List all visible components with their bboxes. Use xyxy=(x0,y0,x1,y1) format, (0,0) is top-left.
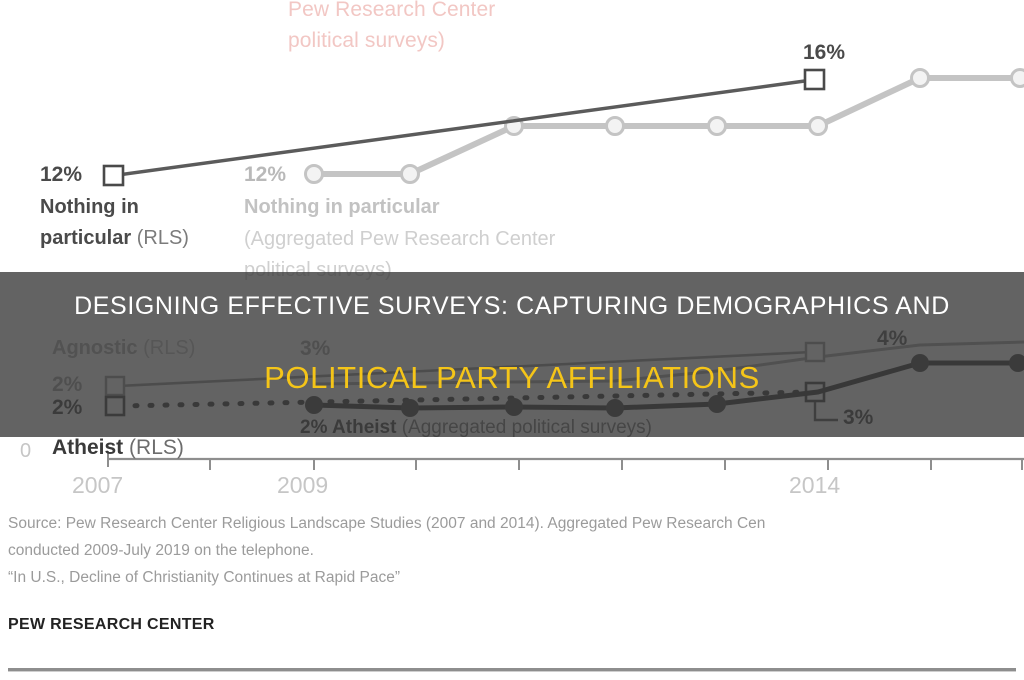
source-line-1: Source: Pew Research Center Religious La… xyxy=(8,515,766,532)
pink-note-line1: Pew Research Center xyxy=(288,0,496,21)
value-label-16pct: 16% xyxy=(803,41,846,64)
pew-research-center-wordmark: PEW RESEARCH CENTER xyxy=(8,616,215,633)
series-label-nip-rls-line2: particular (RLS) xyxy=(40,227,189,249)
title-overlay-band xyxy=(0,272,1024,437)
value-label-nip-rls: 12% xyxy=(40,163,83,186)
pink-note-line2: political surveys) xyxy=(288,29,446,52)
overlay-title-line2: POLITICAL PARTY AFFILIATIONS xyxy=(264,360,760,395)
series-label-nip-agg-sub1: (Aggregated Pew Research Center xyxy=(244,228,556,250)
value-label-nip-agg: 12% xyxy=(244,163,287,186)
axis-zero-label: 0 xyxy=(20,440,32,462)
series-nothing-in-particular-rls xyxy=(102,68,826,187)
axis-year-2014: 2014 xyxy=(789,472,841,498)
source-line-2: conducted 2009-July 2019 on the telephon… xyxy=(8,542,314,560)
series-label-nip-rls-line1: Nothing in xyxy=(40,196,139,218)
series-label-atheist-suffix: (RLS) xyxy=(129,436,184,459)
axis-year-2007: 2007 xyxy=(72,472,124,498)
source-note: Source: Pew Research Center Religious La… xyxy=(8,512,1024,593)
series-label-atheist-rls: Atheist (RLS) xyxy=(52,436,184,460)
x-axis xyxy=(107,451,1024,470)
axis-year-2009: 2009 xyxy=(277,472,329,498)
footer-divider xyxy=(8,668,1016,672)
series-label-atheist-word: Atheist xyxy=(52,436,124,459)
series-nothing-in-particular-aggregated xyxy=(304,68,1024,184)
overlay-title-line1: DESIGNING EFFECTIVE SURVEYS: CAPTURING D… xyxy=(74,292,950,320)
source-line-3: “In U.S., Decline of Christianity Contin… xyxy=(8,569,400,587)
series-label-nip-rls-word: particular xyxy=(40,227,132,249)
series-label-nip-rls-suffix: (RLS) xyxy=(136,227,189,249)
series-label-nip-agg: Nothing in particular xyxy=(244,196,440,218)
